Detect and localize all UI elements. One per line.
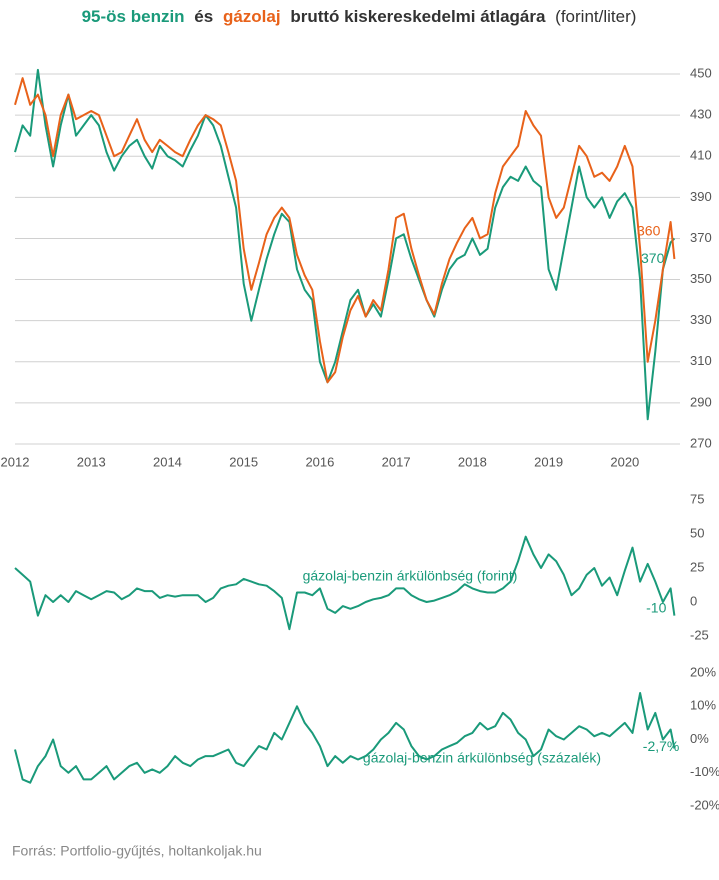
series-label: gázolaj-benzin árkülönbség (forint) [303,568,518,584]
end-label: -10 [646,599,666,615]
source: Forrás: Portfolio-gyűjtés, holtankoljak.… [12,843,262,859]
x-tick-label: 2012 [1,454,30,469]
y-tick-label: 410 [690,148,712,163]
y-tick-label: 450 [690,65,712,80]
end-label: -2,7% [643,738,680,754]
title-benzin: 95-ös benzin [82,7,185,26]
title-part: és [194,7,213,26]
y-tick-label: -20% [690,797,719,812]
y-tick-label: 20% [690,664,716,679]
chart-title: 95-ös benzin és gázolaj bruttó kiskeresk… [82,7,637,26]
x-tick-label: 2020 [610,454,639,469]
y-tick-label: 0% [690,731,709,746]
x-tick-label: 2015 [229,454,258,469]
series-line [14,77,676,384]
y-tick-label: 350 [690,271,712,286]
y-tick-label: 75 [690,491,704,506]
y-tick-label: 370 [690,230,712,245]
series-line [14,692,676,784]
y-tick-label: 10% [690,698,716,713]
x-tick-label: 2017 [382,454,411,469]
x-tick-label: 2018 [458,454,487,469]
x-tick-label: 2014 [153,454,182,469]
title-unit: (forint/liter) [555,7,636,26]
x-tick-label: 2019 [534,454,563,469]
y-tick-label: 310 [690,353,712,368]
y-tick-label: 25 [690,559,704,574]
y-tick-label: 270 [690,435,712,450]
y-tick-label: 390 [690,189,712,204]
y-tick-label: 50 [690,525,704,540]
x-tick-label: 2013 [77,454,106,469]
y-tick-label: 330 [690,312,712,327]
end-label: 370 [641,250,665,266]
series-label: gázolaj-benzin árkülönbség (százalék) [363,750,601,766]
y-tick-label: -10% [690,764,719,779]
title-diesel: gázolaj [223,7,281,26]
y-tick-label: -25 [690,627,709,642]
series-line [14,68,676,421]
y-tick-label: 290 [690,394,712,409]
series-line [14,535,676,631]
title-part: bruttó kiskereskedelmi átlagára [290,7,546,26]
y-tick-label: 0 [690,593,697,608]
end-label: 360 [637,223,661,239]
x-tick-label: 2016 [305,454,334,469]
y-tick-label: 430 [690,107,712,122]
